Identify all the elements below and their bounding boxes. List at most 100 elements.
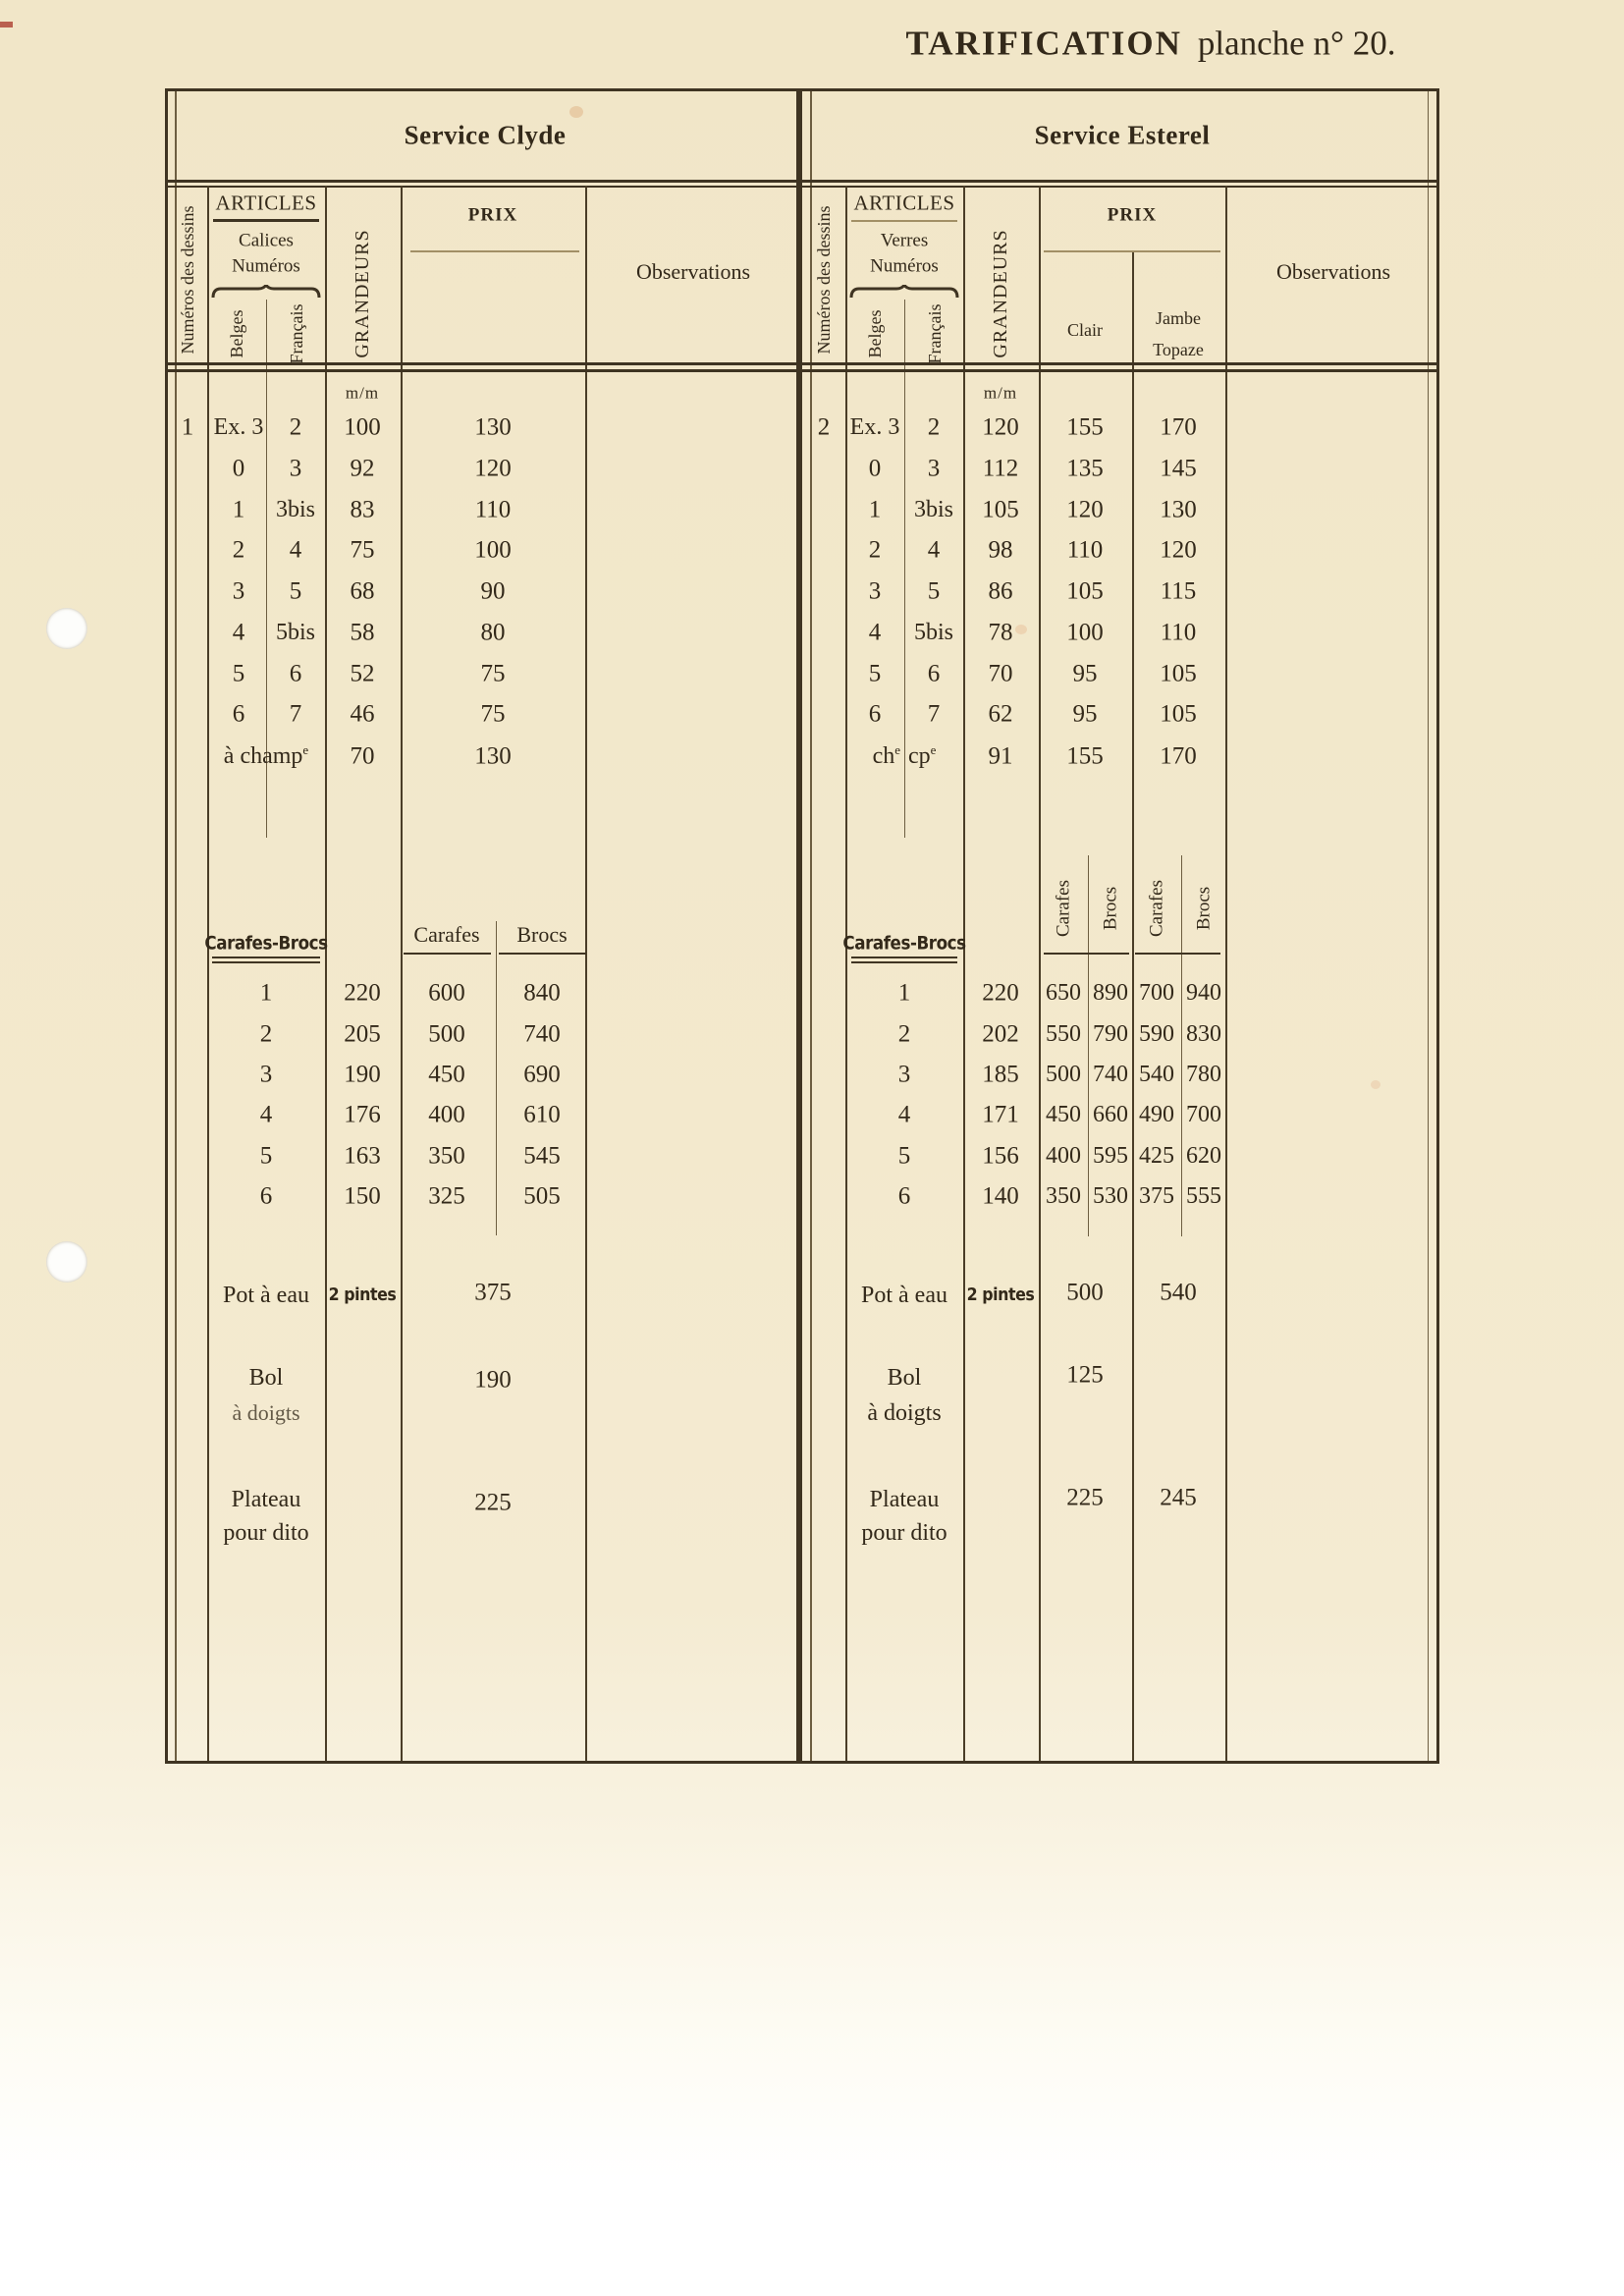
jambe-carafes-cell: 590 bbox=[1139, 1021, 1174, 1047]
belges-cell: 2 bbox=[868, 536, 882, 564]
prix-cell: 100 bbox=[474, 536, 512, 564]
francais-cell: 3bis bbox=[275, 497, 316, 522]
francais-cell: 5 bbox=[289, 577, 302, 605]
clair-cell: 95 bbox=[1072, 660, 1098, 687]
grid-line bbox=[851, 220, 957, 222]
item-label: Plateau bbox=[869, 1487, 940, 1512]
unit-label: m/m bbox=[983, 383, 1018, 403]
jambe-cell: 115 bbox=[1160, 577, 1197, 605]
col-header-belges: Belges bbox=[865, 309, 885, 358]
col-header-brocs: Brocs bbox=[516, 922, 568, 947]
clair-cell: 120 bbox=[1066, 496, 1104, 523]
belges-cell: 4 bbox=[232, 619, 245, 646]
grid-line bbox=[1428, 91, 1429, 1761]
grandeur-cell: 220 bbox=[982, 979, 1019, 1007]
row-number-cell: 1 bbox=[259, 979, 273, 1007]
grid-line bbox=[1132, 250, 1134, 1761]
carafes-price-cell: 350 bbox=[428, 1142, 465, 1170]
item-label-line2: à doigts bbox=[232, 1400, 300, 1425]
clair-brocs-cell: 890 bbox=[1093, 980, 1128, 1006]
row-number-cell: 2 bbox=[897, 1020, 911, 1048]
item-label-line2: pour dito bbox=[223, 1520, 309, 1546]
grid-line bbox=[1044, 250, 1220, 252]
grandeur-cell: 163 bbox=[344, 1142, 381, 1170]
francais-cell: 2 bbox=[289, 413, 302, 441]
francais-cell: 3 bbox=[927, 455, 941, 482]
grandeur-cell: 156 bbox=[982, 1142, 1019, 1170]
clair-cell: 100 bbox=[1066, 619, 1104, 646]
item-label-line2: pour dito bbox=[861, 1520, 947, 1546]
grid-line bbox=[401, 186, 403, 1761]
grid-line bbox=[213, 219, 319, 222]
belges-cell: 6 bbox=[868, 700, 882, 728]
col-header-francais: Français bbox=[925, 303, 945, 364]
belges-cell: 3 bbox=[868, 577, 882, 605]
jambe-carafes-cell: 490 bbox=[1139, 1102, 1174, 1127]
grid-line bbox=[410, 250, 579, 252]
francais-cell: 3 bbox=[289, 455, 302, 482]
clair-cell: 155 bbox=[1066, 742, 1104, 770]
row-number-cell: 5 bbox=[259, 1142, 273, 1170]
francais-cell: 5bis bbox=[913, 620, 954, 645]
col-header-carafes-vertical: Carafes bbox=[1146, 879, 1167, 938]
jambe-brocs-cell: 830 bbox=[1186, 1021, 1221, 1047]
grandeur-cell: 112 bbox=[982, 455, 1019, 482]
grid-line bbox=[404, 953, 491, 955]
carafes-price-cell: 325 bbox=[428, 1182, 465, 1210]
grandeur-cell: 98 bbox=[988, 536, 1013, 564]
grandeur-cell: 185 bbox=[982, 1061, 1019, 1088]
jambe-cell: 170 bbox=[1160, 413, 1197, 441]
grid-line bbox=[325, 186, 327, 1761]
francais-cell: 2 bbox=[927, 413, 941, 441]
hole-punch bbox=[46, 1241, 87, 1283]
carafes-price-cell: 600 bbox=[428, 979, 465, 1007]
clair-carafes-cell: 500 bbox=[1046, 1062, 1081, 1087]
row-number-cell: 6 bbox=[259, 1182, 273, 1210]
grandeur-cell: 176 bbox=[344, 1101, 381, 1128]
col-header-grandeurs: GRANDEURS bbox=[990, 229, 1011, 358]
col-header-prix: PRIX bbox=[1107, 204, 1158, 226]
grid-line bbox=[1044, 953, 1129, 955]
scan-mark bbox=[0, 22, 13, 27]
page-title-main: TARIFICATION bbox=[905, 24, 1182, 63]
service-esterel-table: Service Esterel Numéros des dessins ARTI… bbox=[799, 88, 1439, 1764]
jambe-cell: 105 bbox=[1160, 700, 1197, 728]
grandeur-cell: 58 bbox=[350, 619, 375, 646]
col-header-numeros: Numéros bbox=[232, 255, 300, 277]
item-label: Bol bbox=[248, 1365, 284, 1391]
row-number-cell: 4 bbox=[259, 1101, 273, 1128]
jambe-brocs-cell: 780 bbox=[1186, 1062, 1221, 1087]
champagne-label: cp bbox=[908, 743, 931, 769]
grid-line bbox=[168, 369, 796, 372]
col-header-brocs-vertical: Brocs bbox=[1100, 886, 1121, 931]
item-label: Pot à eau bbox=[223, 1283, 309, 1308]
jambe-brocs-cell: 555 bbox=[1186, 1183, 1221, 1209]
col-header-numeros-dessins: Numéros des dessins bbox=[814, 205, 834, 355]
row-number-cell: 1 bbox=[897, 979, 911, 1007]
item-label: Bol bbox=[887, 1365, 922, 1391]
col-header-francais: Français bbox=[287, 303, 306, 364]
grid-line bbox=[168, 180, 796, 183]
prix-cell: 190 bbox=[474, 1366, 512, 1394]
jambe-brocs-cell: 700 bbox=[1186, 1102, 1221, 1127]
item-label: Pot à eau bbox=[861, 1283, 947, 1308]
belges-cell: 5 bbox=[868, 660, 882, 687]
francais-cell: 7 bbox=[289, 700, 302, 728]
row-number-cell: 2 bbox=[259, 1020, 273, 1048]
grandeur-cell: 202 bbox=[982, 1020, 1019, 1048]
col-header-carafes: Carafes bbox=[413, 922, 480, 947]
grandeur-cell: 171 bbox=[982, 1101, 1019, 1128]
clair-carafes-cell: 550 bbox=[1046, 1021, 1081, 1047]
grid-line bbox=[904, 300, 905, 838]
grandeur-cell: 92 bbox=[350, 455, 375, 482]
prix-cell: 110 bbox=[474, 496, 512, 523]
grid-line bbox=[212, 957, 320, 958]
grandeur-cell: 62 bbox=[988, 700, 1013, 728]
grid-line bbox=[1088, 855, 1089, 1236]
belges-cell: 5 bbox=[232, 660, 245, 687]
prix-cell: 90 bbox=[480, 577, 506, 605]
belges-cell: 3 bbox=[232, 577, 245, 605]
champagne-label-cell: che cpe bbox=[873, 743, 937, 769]
jambe-brocs-cell: 620 bbox=[1186, 1143, 1221, 1169]
clair-cell: 155 bbox=[1066, 413, 1104, 441]
